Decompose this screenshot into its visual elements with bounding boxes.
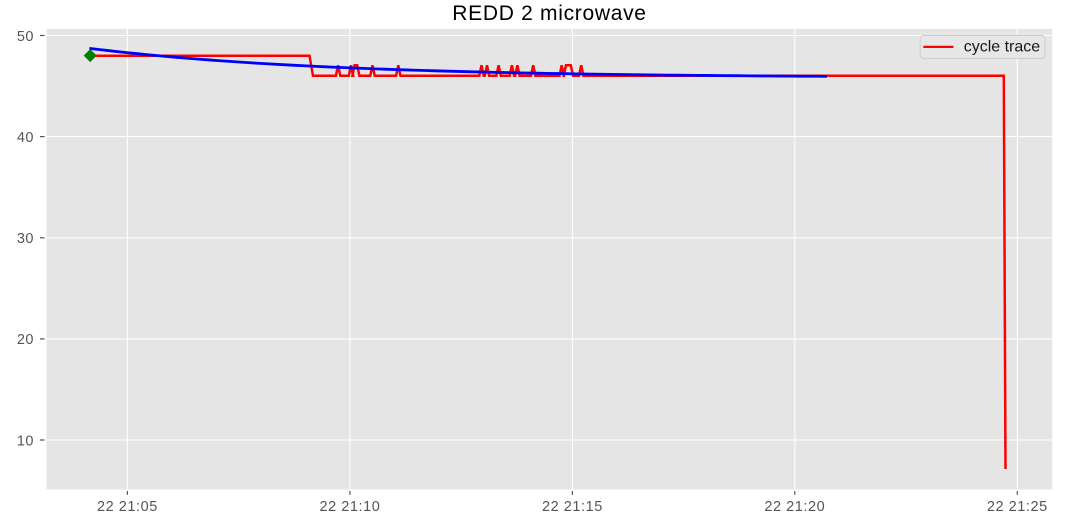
svg-text:50: 50	[17, 29, 34, 45]
svg-text:22 21:10: 22 21:10	[319, 499, 380, 515]
svg-text:cycle trace: cycle trace	[964, 38, 1041, 55]
svg-text:22 21:05: 22 21:05	[97, 499, 158, 515]
svg-text:22 21:15: 22 21:15	[542, 499, 603, 515]
svg-text:40: 40	[17, 130, 34, 146]
svg-text:10: 10	[17, 433, 34, 449]
svg-text:REDD 2 microwave: REDD 2 microwave	[452, 2, 646, 25]
svg-text:30: 30	[17, 231, 34, 247]
svg-text:22 21:20: 22 21:20	[764, 499, 825, 515]
svg-text:22 21:25: 22 21:25	[987, 499, 1048, 515]
svg-text:20: 20	[17, 332, 34, 348]
